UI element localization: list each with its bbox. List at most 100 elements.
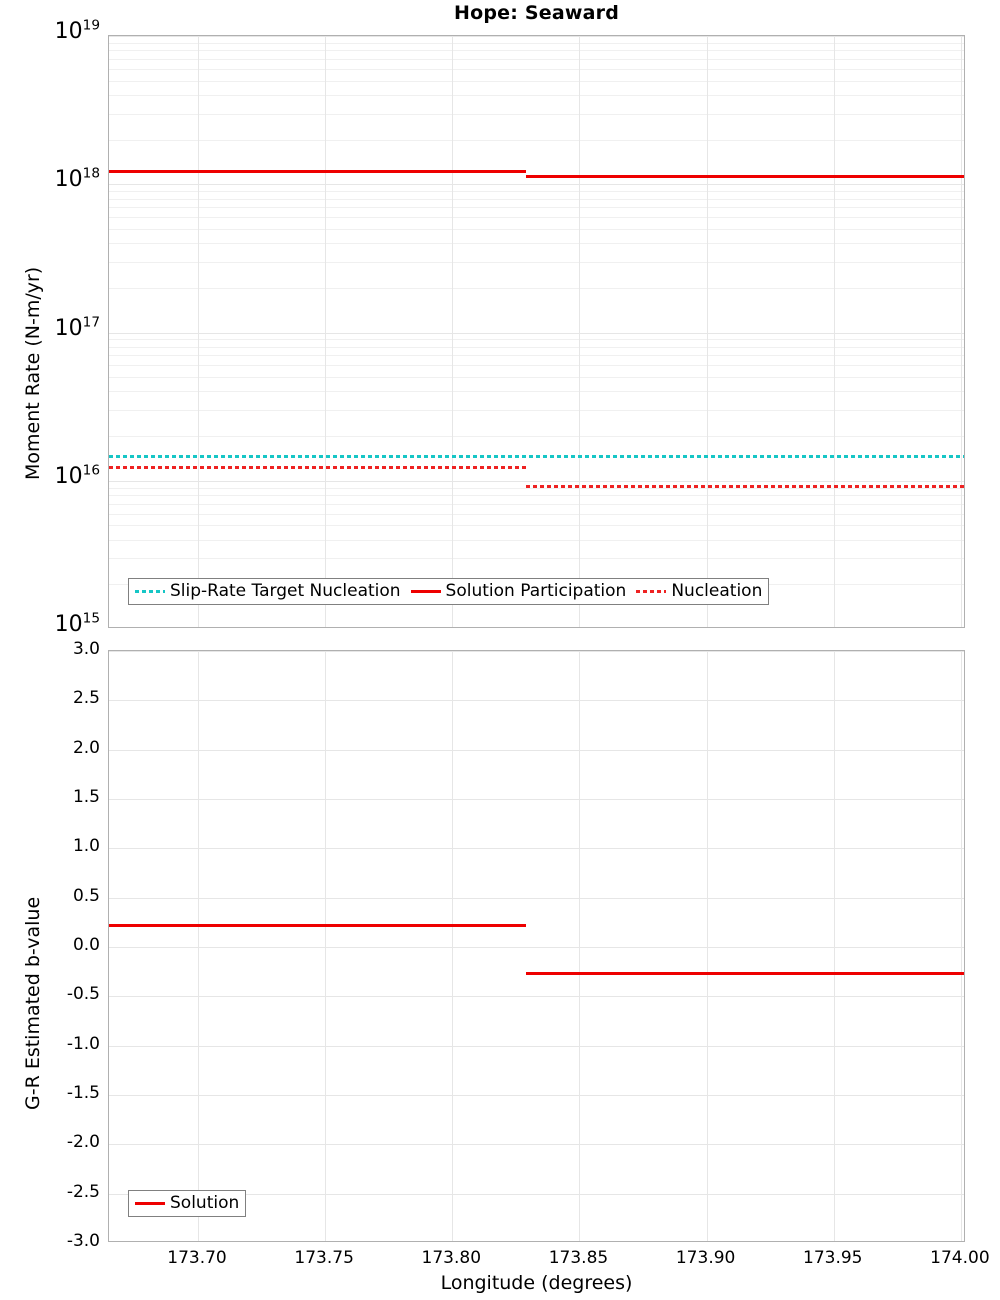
legend-entry[interactable]: Nucleation bbox=[636, 583, 762, 600]
y-tick-label: 0.0 bbox=[72, 935, 100, 955]
gridline-vertical bbox=[198, 651, 199, 1241]
gridline-horizontal bbox=[109, 488, 964, 489]
gridline-horizontal bbox=[109, 114, 964, 115]
page-title: Hope: Seaward bbox=[454, 2, 619, 24]
gridline-horizontal bbox=[109, 339, 964, 340]
gridline-horizontal bbox=[109, 81, 964, 82]
series-segment bbox=[109, 466, 527, 470]
gridline-vertical bbox=[325, 651, 326, 1241]
gridline-horizontal bbox=[109, 288, 964, 289]
gridline-horizontal bbox=[109, 243, 964, 244]
gridline-horizontal bbox=[109, 333, 964, 334]
y-tick-label: 1.0 bbox=[72, 836, 100, 857]
y-tick-label: 1018 bbox=[0, 165, 100, 193]
gridline-horizontal bbox=[109, 50, 964, 51]
gridline-vertical bbox=[834, 651, 835, 1241]
gridline-horizontal bbox=[109, 69, 964, 70]
x-tick-label: 173.80 bbox=[421, 1248, 482, 1268]
y-tick-exponent: 17 bbox=[82, 314, 100, 331]
gridline-horizontal bbox=[109, 229, 964, 230]
legend-entry[interactable]: Solution Participation bbox=[410, 581, 627, 601]
legend-label: Solution bbox=[170, 1193, 240, 1213]
gridline-horizontal bbox=[109, 525, 964, 526]
gridline-horizontal bbox=[109, 36, 964, 37]
y-tick-label: -1.5 bbox=[66, 1083, 100, 1103]
bottom-y-axis-label: G-R Estimated b-value bbox=[22, 896, 44, 1110]
gridline-horizontal bbox=[109, 1046, 964, 1047]
y-tick-mantissa: 10 bbox=[54, 167, 83, 193]
x-tick-label: 174.00 bbox=[930, 1248, 990, 1268]
bottom-legend[interactable]: Solution bbox=[128, 1190, 247, 1217]
gridline-horizontal bbox=[109, 217, 964, 218]
y-tick-label: -1.0 bbox=[66, 1033, 100, 1054]
gridline-vertical bbox=[834, 36, 835, 627]
y-tick-label: 1.5 bbox=[72, 787, 100, 807]
y-tick-mantissa: 10 bbox=[54, 19, 83, 44]
gridline-horizontal bbox=[109, 410, 964, 411]
gridline-horizontal bbox=[109, 558, 964, 559]
y-tick-label: 1019 bbox=[0, 17, 100, 44]
legend-swatch-dot-red-icon bbox=[636, 590, 667, 593]
y-tick-label: -2.0 bbox=[66, 1132, 100, 1153]
gridline-horizontal bbox=[109, 495, 964, 496]
y-tick-label: 0.5 bbox=[72, 885, 100, 906]
gridline-horizontal bbox=[109, 59, 964, 60]
gridline-horizontal bbox=[109, 947, 964, 948]
legend-swatch-solid-red-icon bbox=[410, 590, 441, 593]
gridline-horizontal bbox=[109, 1194, 964, 1195]
top-legend[interactable]: Slip-Rate Target Nucleation Solution Part… bbox=[128, 578, 770, 605]
x-axis-label: Longitude (degrees) bbox=[440, 1272, 633, 1294]
gridline-horizontal bbox=[109, 191, 964, 192]
gridline-vertical bbox=[707, 651, 708, 1241]
gridline-horizontal bbox=[109, 391, 964, 392]
legend-label: Nucleation bbox=[671, 581, 763, 601]
series-segment bbox=[526, 174, 964, 178]
x-tick-label: 173.90 bbox=[675, 1248, 736, 1268]
gridline-horizontal bbox=[109, 365, 964, 366]
gridline-vertical bbox=[707, 36, 708, 627]
gridline-vertical bbox=[198, 36, 199, 627]
gridline-vertical bbox=[452, 651, 453, 1241]
legend-swatch-dot-cyan-icon bbox=[135, 590, 165, 593]
gridline-horizontal bbox=[109, 355, 964, 356]
y-tick-label: 1015 bbox=[0, 610, 100, 636]
gridline-horizontal bbox=[109, 207, 964, 208]
legend-label: Solution Participation bbox=[445, 581, 627, 601]
x-tick-label: 173.75 bbox=[294, 1248, 354, 1268]
gridline-horizontal bbox=[109, 95, 964, 96]
series-segment bbox=[109, 923, 527, 927]
y-tick-mantissa: 10 bbox=[54, 315, 83, 341]
y-tick-mantissa: 10 bbox=[54, 463, 83, 489]
gridline-horizontal bbox=[109, 700, 964, 701]
gridline-vertical bbox=[961, 36, 962, 627]
y-tick-exponent: 15 bbox=[82, 610, 100, 627]
gridline-horizontal bbox=[109, 540, 964, 541]
gridline-horizontal bbox=[109, 481, 964, 482]
gridline-vertical bbox=[452, 36, 453, 627]
legend-entry[interactable]: Solution bbox=[135, 1195, 239, 1212]
y-tick-label: -2.5 bbox=[66, 1181, 100, 1202]
gridline-vertical bbox=[579, 36, 580, 627]
y-tick-exponent: 19 bbox=[82, 17, 100, 34]
y-tick-label: -3.0 bbox=[66, 1231, 100, 1251]
moment-rate-plot[interactable] bbox=[108, 35, 965, 628]
gridline-horizontal bbox=[109, 750, 964, 751]
legend-entry[interactable]: Slip-Rate Target Nucleation bbox=[135, 583, 401, 600]
series-segment bbox=[526, 484, 964, 488]
y-tick-label: 1016 bbox=[0, 463, 100, 489]
gridline-horizontal bbox=[109, 996, 964, 997]
series-segment bbox=[109, 455, 964, 459]
gridline-vertical bbox=[325, 36, 326, 627]
gridline-horizontal bbox=[109, 140, 964, 141]
gridline-horizontal bbox=[109, 1095, 964, 1096]
y-tick-label: 2.5 bbox=[72, 688, 100, 709]
gridline-horizontal bbox=[109, 377, 964, 378]
gridline-horizontal bbox=[109, 199, 964, 200]
gridline-horizontal bbox=[109, 848, 964, 849]
y-tick-exponent: 18 bbox=[82, 165, 100, 182]
gridline-horizontal bbox=[109, 799, 964, 800]
gridline-horizontal bbox=[109, 347, 964, 348]
b-value-plot[interactable] bbox=[108, 650, 965, 1242]
legend-label: Slip-Rate Target Nucleation bbox=[170, 581, 401, 601]
